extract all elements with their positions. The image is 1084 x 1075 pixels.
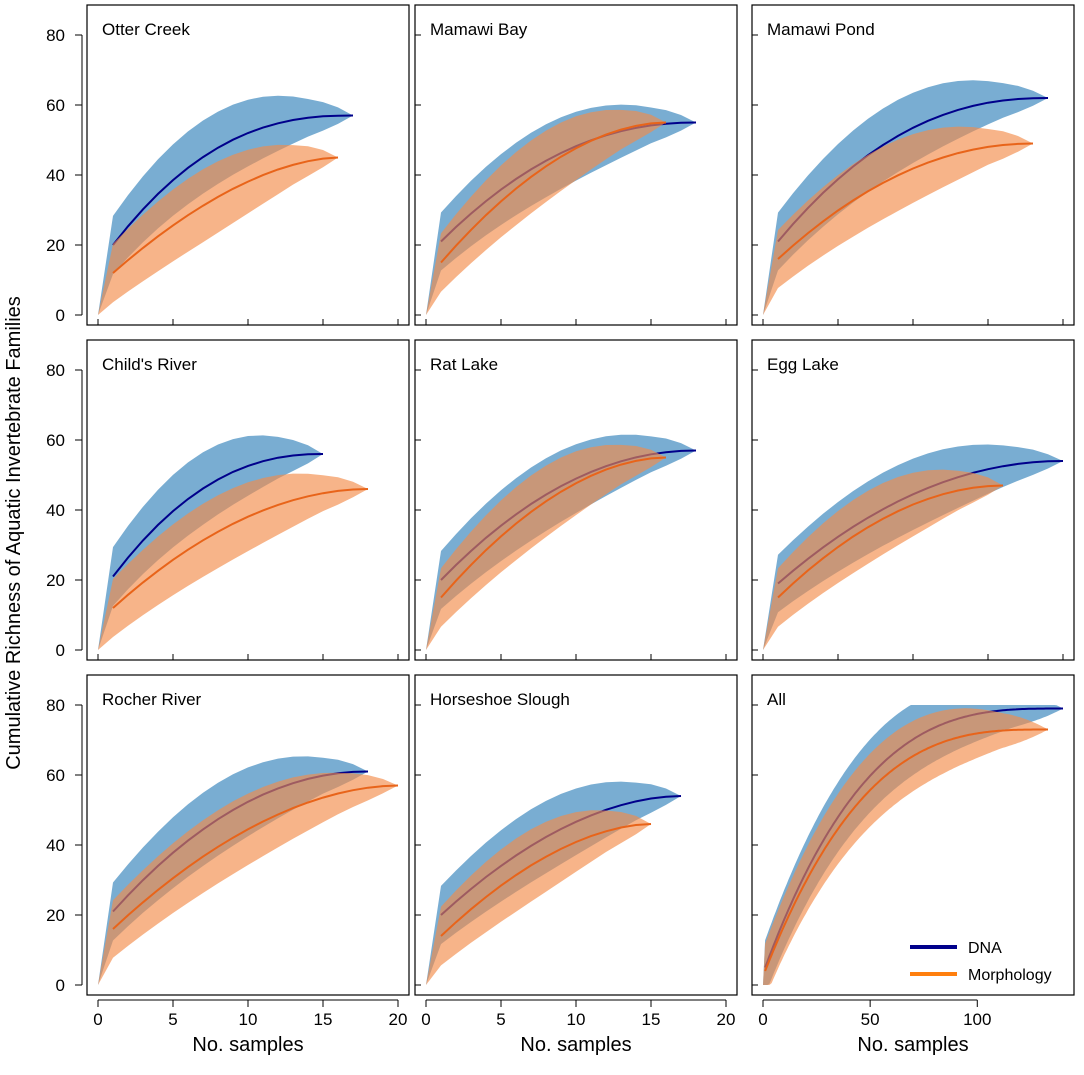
panel-title: Child's River <box>102 355 197 374</box>
panel-title: Rat Lake <box>430 355 498 374</box>
y-tick-label: 80 <box>46 361 65 380</box>
panel-mamawi-bay: Mamawi Bay <box>414 4 738 326</box>
dna-ci-band <box>98 435 323 650</box>
x-tick-label: 20 <box>389 1010 408 1029</box>
y-tick-label: 40 <box>46 501 65 520</box>
x-tick-label: 15 <box>314 1010 333 1029</box>
x-tick-label: 0 <box>421 1010 430 1029</box>
morphology-ci-band <box>98 772 398 985</box>
y-tick-label: 40 <box>46 836 65 855</box>
panel-rocher-river: Rocher River 0 20 40 60 80 0 5 10 15 20 No. samples <box>46 674 410 1056</box>
y-tick-label: 60 <box>46 766 65 785</box>
panel-all: All 0 50 100 No. samples DNA Morphology <box>751 674 1075 1056</box>
morphology-curve <box>764 728 1048 972</box>
panel-title: Mamawi Pond <box>767 20 875 39</box>
panel-title: Egg Lake <box>767 355 839 374</box>
x-tick-label: 10 <box>239 1010 258 1029</box>
y-tick-label: 20 <box>46 236 65 255</box>
morphology-curve <box>777 484 1004 599</box>
dna-curve <box>112 114 354 246</box>
morphology-ci-band <box>763 469 1003 650</box>
y-tick-label: 60 <box>46 431 65 450</box>
morphology-ci-band <box>98 144 338 315</box>
y-tick-label: 0 <box>56 641 65 660</box>
panel-egg-lake: Egg Lake <box>751 339 1075 661</box>
panel-frame <box>414 674 738 996</box>
panel-title: All <box>767 690 786 709</box>
y-tick-label: 60 <box>46 96 65 115</box>
y-tick-label: 40 <box>46 166 65 185</box>
panel-title: Horseshoe Slough <box>430 690 570 709</box>
morphology-ci-band <box>98 473 368 650</box>
x-tick-label: 0 <box>93 1010 102 1029</box>
panel-title: Otter Creek <box>102 20 190 39</box>
panel-title: Rocher River <box>102 690 202 709</box>
morphology-ci-band <box>426 109 666 316</box>
y-tick-label: 80 <box>46 26 65 45</box>
x-tick-label: 100 <box>963 1010 991 1029</box>
panels-grid: Otter Creek 0 20 40 60 80 Mamawi Bay Mamawi Pon… <box>46 4 1075 1056</box>
x-axis-title: No. samples <box>520 1034 631 1056</box>
dna-curve <box>112 453 324 578</box>
x-tick-label: 15 <box>642 1010 661 1029</box>
dna-ci-band <box>98 95 353 315</box>
x-tick-label: 0 <box>758 1010 767 1029</box>
morphology-ci-band <box>426 444 666 650</box>
panel-frame <box>751 674 1075 996</box>
x-axis-title: No. samples <box>857 1034 968 1056</box>
morphology-curve <box>777 142 1034 260</box>
morphology-ci-band <box>426 810 651 985</box>
panel-mamawi-pond: Mamawi Pond <box>751 4 1075 326</box>
panel-title: Mamawi Bay <box>430 20 528 39</box>
legend-label: Morphology <box>968 967 1052 984</box>
morphology-curve <box>112 488 369 609</box>
y-tick-label: 80 <box>46 696 65 715</box>
x-tick-label: 5 <box>496 1010 505 1029</box>
morphology-curve <box>112 156 339 274</box>
morphology-ci-band <box>763 708 1048 985</box>
legend-label: DNA <box>968 940 1002 957</box>
panel-otter-creek: Otter Creek 0 20 40 60 80 <box>46 4 410 326</box>
morphology-curve <box>112 784 399 930</box>
x-tick-label: 20 <box>717 1010 736 1029</box>
y-tick-label: 20 <box>46 571 65 590</box>
morphology-curve <box>440 456 667 599</box>
morphology-curve <box>440 121 667 264</box>
x-axis-title: No. samples <box>192 1034 303 1056</box>
y-tick-label: 0 <box>56 976 65 995</box>
x-tick-label: 5 <box>168 1010 177 1029</box>
panel-horseshoe-slough: Horseshoe Slough 0 5 10 15 20 No. samples <box>414 674 738 1056</box>
x-tick-label: 50 <box>861 1010 880 1029</box>
panel-child-s-river: Child's River 0 20 40 60 80 <box>46 339 410 661</box>
legend: DNA Morphology <box>910 940 1052 984</box>
y-tick-label: 0 <box>56 306 65 325</box>
morphology-ci-band <box>763 126 1033 315</box>
morphology-curve <box>440 823 652 937</box>
panel-frame <box>86 674 410 996</box>
y-tick-label: 20 <box>46 906 65 925</box>
x-tick-label: 10 <box>567 1010 586 1029</box>
panel-rat-lake: Rat Lake <box>414 339 738 661</box>
y-axis-title: Cumulative Richness of Aquatic Invertebr… <box>3 296 25 770</box>
